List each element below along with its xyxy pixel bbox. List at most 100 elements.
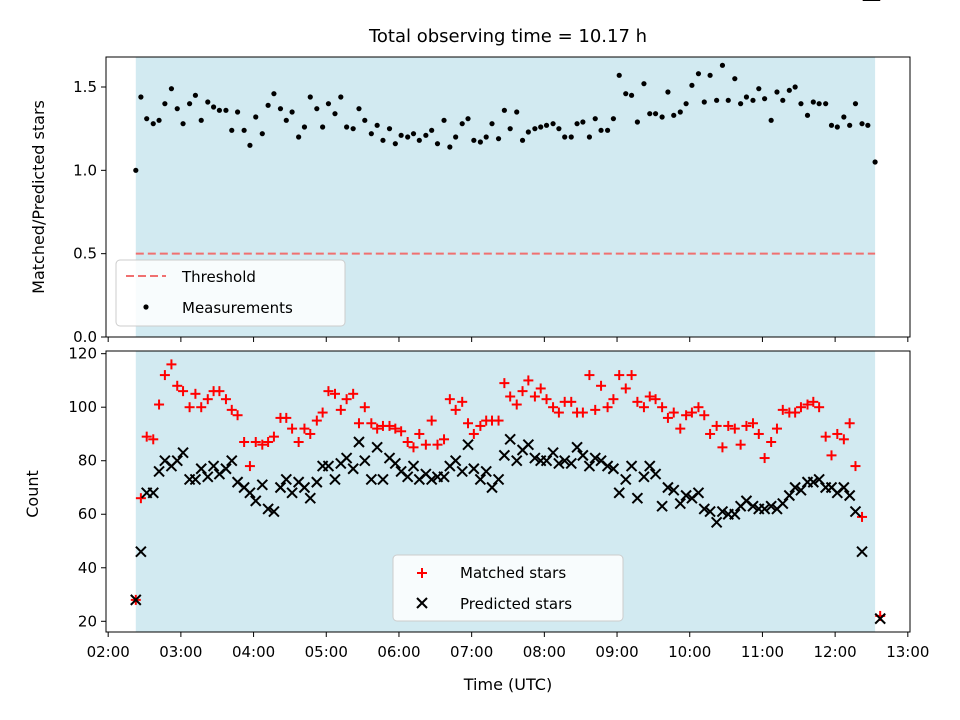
matched-star-point	[638, 402, 649, 413]
matched-star-point	[662, 412, 673, 423]
matched-star-point	[499, 378, 510, 389]
measurement-point	[429, 127, 435, 133]
measurement-point	[459, 121, 465, 127]
measurement-point	[247, 142, 253, 148]
count-axes-frame	[105, 350, 911, 633]
predicted-star-point	[389, 457, 402, 470]
measurement-point	[543, 122, 550, 128]
matched-star-point	[329, 388, 340, 399]
matched-star-point	[463, 418, 474, 429]
matched-star-point	[159, 370, 170, 381]
measurement-point	[277, 106, 284, 112]
matched-star-point	[396, 426, 407, 437]
measurement-point	[398, 132, 404, 138]
measurement-point	[677, 109, 683, 115]
count-x-tick-label: 09:00	[595, 643, 638, 661]
measurement-point	[392, 141, 398, 147]
matched-star-point	[457, 396, 468, 407]
predicted-star-point	[226, 455, 238, 467]
matched-star-point	[650, 394, 661, 405]
measurement-point	[847, 122, 853, 128]
matched-star-point	[741, 420, 752, 431]
measurement-point	[707, 72, 713, 78]
ratio-y-tick-label: 0.5	[73, 245, 97, 263]
measurement-point	[150, 121, 156, 127]
matched-star-point	[693, 402, 704, 413]
predicted-star-point	[322, 460, 335, 472]
predicted-star-point	[547, 446, 559, 459]
predicted-star-point	[474, 473, 487, 486]
measurement-point	[205, 99, 211, 105]
matched-star-point	[196, 402, 207, 413]
predicted-star-point	[789, 481, 801, 494]
measurement-point	[465, 116, 471, 122]
count-x-tick-label: 05:00	[305, 643, 348, 661]
measurement-point	[265, 102, 271, 108]
matched-star-point	[541, 394, 552, 405]
matched-star-point	[644, 391, 655, 402]
predicted-star-point	[716, 505, 729, 518]
predicted-star-point	[710, 516, 723, 528]
matched-star-point	[323, 386, 334, 397]
measurement-point	[514, 109, 520, 115]
count-x-tick-label: 12:00	[814, 643, 857, 661]
matched-star-point	[511, 399, 522, 410]
matched-star-point	[190, 388, 201, 399]
count-x-tick-label: 03:00	[159, 643, 202, 661]
predicted-star-point	[638, 471, 650, 483]
matched-star-point	[414, 428, 425, 439]
predicted-star-point	[492, 473, 505, 486]
matched-star-point	[426, 415, 437, 426]
predicted-star-point	[340, 452, 353, 464]
predicted-star-point	[407, 460, 420, 472]
legend-predicted-swatch	[416, 597, 428, 609]
predicted-star-point	[553, 457, 565, 470]
measurement-point	[689, 82, 695, 88]
measurement-point	[683, 101, 689, 107]
measurement-point	[507, 126, 513, 132]
measurement-point	[628, 92, 635, 98]
measurement-point	[453, 134, 459, 140]
matched-star-point	[311, 415, 322, 426]
measurement-point	[774, 89, 780, 95]
measurement-point	[634, 119, 640, 125]
measurement-point	[816, 101, 822, 107]
measurement-point	[592, 116, 598, 122]
measurement-point	[495, 136, 502, 142]
measurement-point	[525, 129, 531, 135]
measurement-point	[519, 137, 526, 143]
matched-star-point	[384, 420, 395, 431]
measurement-point	[762, 96, 768, 102]
matched-star-point	[244, 461, 255, 472]
matched-star-point	[178, 386, 189, 397]
matched-star-point	[705, 428, 716, 439]
measurement-point	[368, 131, 374, 137]
measurement-point	[489, 121, 495, 127]
predicted-star-point	[704, 505, 716, 518]
ratio-legend: Threshold Measurements	[115, 259, 346, 327]
legend-matched-swatch	[417, 568, 427, 578]
matched-star-point	[814, 402, 825, 413]
legend-matched-label: Matched stars	[460, 564, 566, 582]
predicted-star-point	[662, 481, 674, 494]
count-legend: Matched stars Predicted stars	[392, 554, 624, 622]
predicted-star-point	[365, 473, 378, 486]
matched-star-point	[359, 402, 370, 413]
predicted-star-point	[177, 446, 189, 459]
matched-star-point	[444, 394, 455, 405]
predicted-star-point	[607, 463, 620, 475]
matched-star-point	[620, 383, 631, 394]
predicted-star-point	[371, 441, 383, 454]
predicted-star-point	[202, 471, 214, 483]
measurement-point	[743, 94, 750, 100]
predicted-star-point	[304, 492, 316, 504]
count-x-tick-label: 11:00	[741, 643, 784, 661]
predicted-star-point	[668, 484, 680, 496]
predicted-star-point	[843, 489, 856, 502]
measurement-point	[380, 137, 386, 143]
matched-star-point	[850, 461, 861, 472]
matched-star-point	[166, 359, 177, 370]
measurement-point	[580, 119, 586, 125]
measurement-point	[144, 116, 150, 122]
